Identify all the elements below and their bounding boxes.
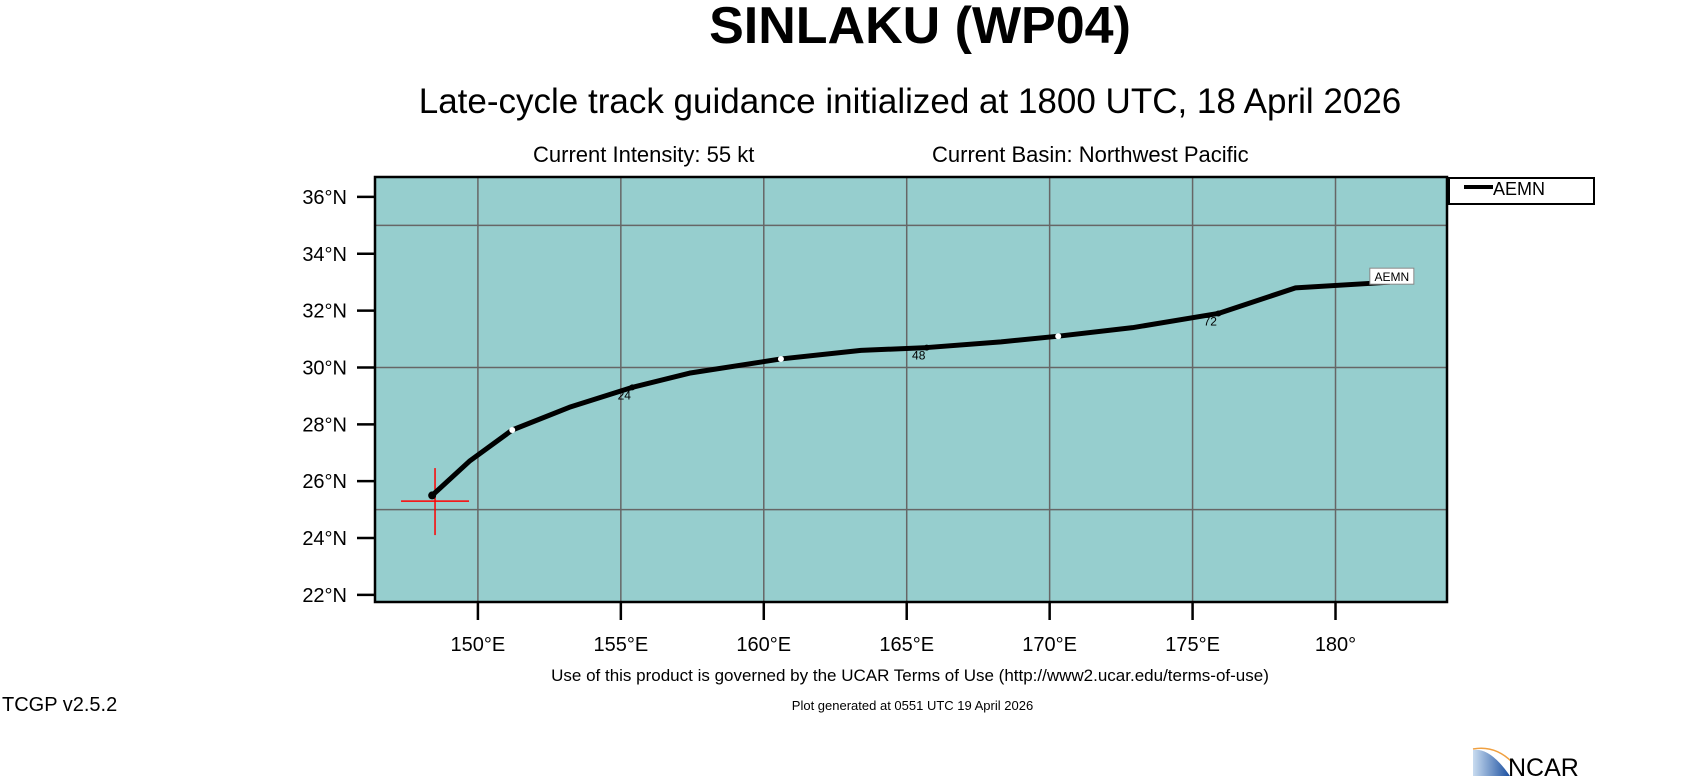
y-tick-label: 30°N (302, 357, 347, 379)
chart-subtitle: Late-cycle track guidance initialized at… (418, 82, 1402, 121)
track-end-label: AEMN (1374, 270, 1409, 284)
current-basin: Current Basin: Northwest Pacific (932, 142, 1249, 167)
terms-of-use: Use of this product is governed by the U… (551, 666, 1269, 685)
forecast-hour-label: 48 (912, 349, 926, 363)
x-tick-label: 175°E (1165, 634, 1220, 656)
y-tick-label: 26°N (302, 471, 347, 493)
x-tick-label: 170°E (1022, 634, 1077, 656)
forecast-hour-label: 72 (1204, 314, 1218, 328)
track-line-aemn (430, 279, 1390, 498)
y-tick-label: 24°N (302, 528, 347, 550)
track-point (923, 344, 930, 351)
track-point (629, 384, 636, 391)
y-tick-label: 22°N (302, 585, 347, 607)
plot-background (375, 177, 1447, 602)
current-intensity: Current Intensity: 55 kt (533, 142, 755, 167)
track-start-point (428, 491, 437, 500)
x-tick-label: 150°E (451, 634, 506, 656)
track-end-label-box (1369, 267, 1415, 285)
track-point (1055, 333, 1062, 340)
y-tick-label: 32°N (302, 301, 347, 323)
y-tick-label: 28°N (302, 414, 347, 436)
track-point (1215, 310, 1222, 317)
track-point (777, 355, 784, 362)
plot-generated: Plot generated at 0551 UTC 19 April 2026 (791, 698, 1034, 713)
plot-frame (373, 175, 1449, 604)
forecast-hour-label: 24 (618, 388, 632, 402)
legend-box (1448, 177, 1595, 205)
x-tick-label: 155°E (593, 634, 648, 656)
y-tick-label: 34°N (302, 244, 347, 266)
x-tick-label: 165°E (879, 634, 934, 656)
y-tick-label: 36°N (302, 187, 347, 209)
version-label: TCGP v2.5.2 (2, 694, 118, 716)
chart-title: SINLAKU (WP04) (709, 0, 1131, 55)
legend-label: AEMN (1493, 179, 1545, 199)
track-point (509, 427, 516, 434)
x-tick-label: 180° (1315, 634, 1356, 656)
x-tick-label: 160°E (736, 634, 791, 656)
